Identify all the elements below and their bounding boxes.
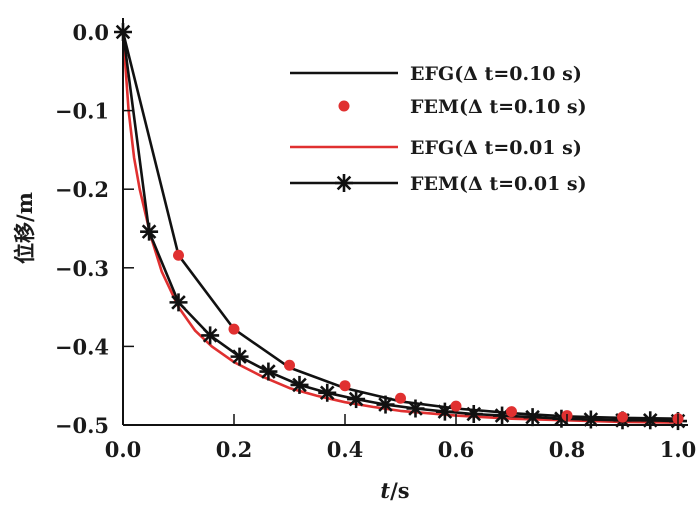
legend-label: EFG(Δ t=0.01 s) — [410, 137, 582, 159]
axes-layer: 0.0 0.2 0.4 0.6 0.8 1.0 0.0 −0.1 −0.2 −0.3 −0.4 −0.… — [55, 18, 696, 462]
legend-star-marker — [335, 174, 353, 192]
series-3-star-marker — [290, 375, 309, 394]
series-3-star-marker — [376, 395, 395, 414]
legend-dot-marker — [338, 100, 350, 112]
series-1-dot-marker — [506, 406, 517, 418]
x-axis-title: t/s — [380, 478, 409, 503]
series-3-star-marker — [435, 402, 454, 421]
series-1-dot-marker — [617, 411, 628, 423]
legend-entry: EFG(Δ t=0.10 s) — [290, 63, 582, 85]
series-3-star-marker — [259, 362, 278, 381]
y-tick-label: −0.5 — [55, 413, 109, 438]
series-3-star-marker — [201, 326, 220, 345]
star-stroke — [408, 401, 423, 416]
legend-entry: EFG(Δ t=0.01 s) — [290, 137, 582, 159]
star-stroke — [292, 377, 307, 393]
star-stroke — [336, 175, 352, 191]
x-tick-label: 0.4 — [327, 437, 364, 462]
y-tick-label: −0.1 — [55, 99, 109, 124]
y-tick-label: −0.4 — [55, 334, 109, 359]
series-3-star-marker — [318, 383, 337, 402]
series-1-dot-marker — [450, 400, 462, 412]
legend-label: FEM(Δ t=0.10 s) — [410, 96, 587, 118]
series-1-dot-marker — [228, 323, 240, 335]
series-3-star-marker — [140, 222, 159, 241]
star-stroke — [141, 224, 157, 239]
series-3-line — [121, 31, 679, 423]
series-1-dot-marker — [284, 359, 295, 371]
star-stroke — [525, 409, 540, 425]
series-3-star-marker — [641, 411, 660, 430]
x-tick-label: 0.2 — [216, 437, 253, 462]
legend-entry: FEM(Δ t=0.01 s) — [290, 173, 587, 195]
star-stroke — [466, 406, 482, 422]
x-tick-label: 0.0 — [105, 437, 142, 462]
star-stroke — [171, 295, 186, 310]
series-1-dot-marker — [173, 249, 184, 261]
series-3-star-marker — [169, 293, 188, 312]
star-stroke — [437, 404, 453, 419]
y-tick-label: −0.2 — [55, 177, 109, 202]
x-axis-title-unit: /s — [390, 478, 410, 503]
star-stroke — [261, 364, 276, 379]
series-3-star-marker — [230, 347, 249, 366]
series-layer — [114, 23, 687, 431]
star-stroke — [202, 328, 218, 343]
series-2-line — [121, 31, 679, 424]
series-1-dot-marker — [339, 380, 351, 392]
y-tick-label: −0.3 — [55, 256, 109, 281]
y-axis-title: 位移/m — [12, 192, 37, 264]
legend: EFG(Δ t=0.10 s) FEM(Δ t=0.10 s) EFG(Δ t=0.… — [290, 63, 587, 195]
series-1-dot-marker — [395, 392, 406, 404]
series-0-line — [121, 31, 679, 420]
y-tick-label: 0.0 — [72, 20, 109, 45]
x-tick-label: 0.8 — [549, 437, 586, 462]
legend-entry: FEM(Δ t=0.10 s) — [338, 96, 587, 118]
x-tick-label: 0.6 — [438, 437, 475, 462]
star-stroke — [583, 412, 599, 427]
x-axis-title-variable: t — [380, 478, 390, 503]
series-3-star-marker — [523, 408, 542, 427]
star-stroke — [378, 397, 393, 412]
star-stroke — [348, 391, 364, 407]
x-tick-label: 1.0 — [660, 437, 697, 462]
star-stroke — [319, 385, 335, 401]
star-stroke — [232, 349, 247, 364]
series-3-star-marker — [464, 404, 483, 423]
series-3-star-marker — [406, 399, 425, 418]
series-3-star-marker — [347, 390, 366, 409]
legend-label: EFG(Δ t=0.10 s) — [410, 63, 582, 85]
legend-label: FEM(Δ t=0.01 s) — [410, 173, 587, 195]
